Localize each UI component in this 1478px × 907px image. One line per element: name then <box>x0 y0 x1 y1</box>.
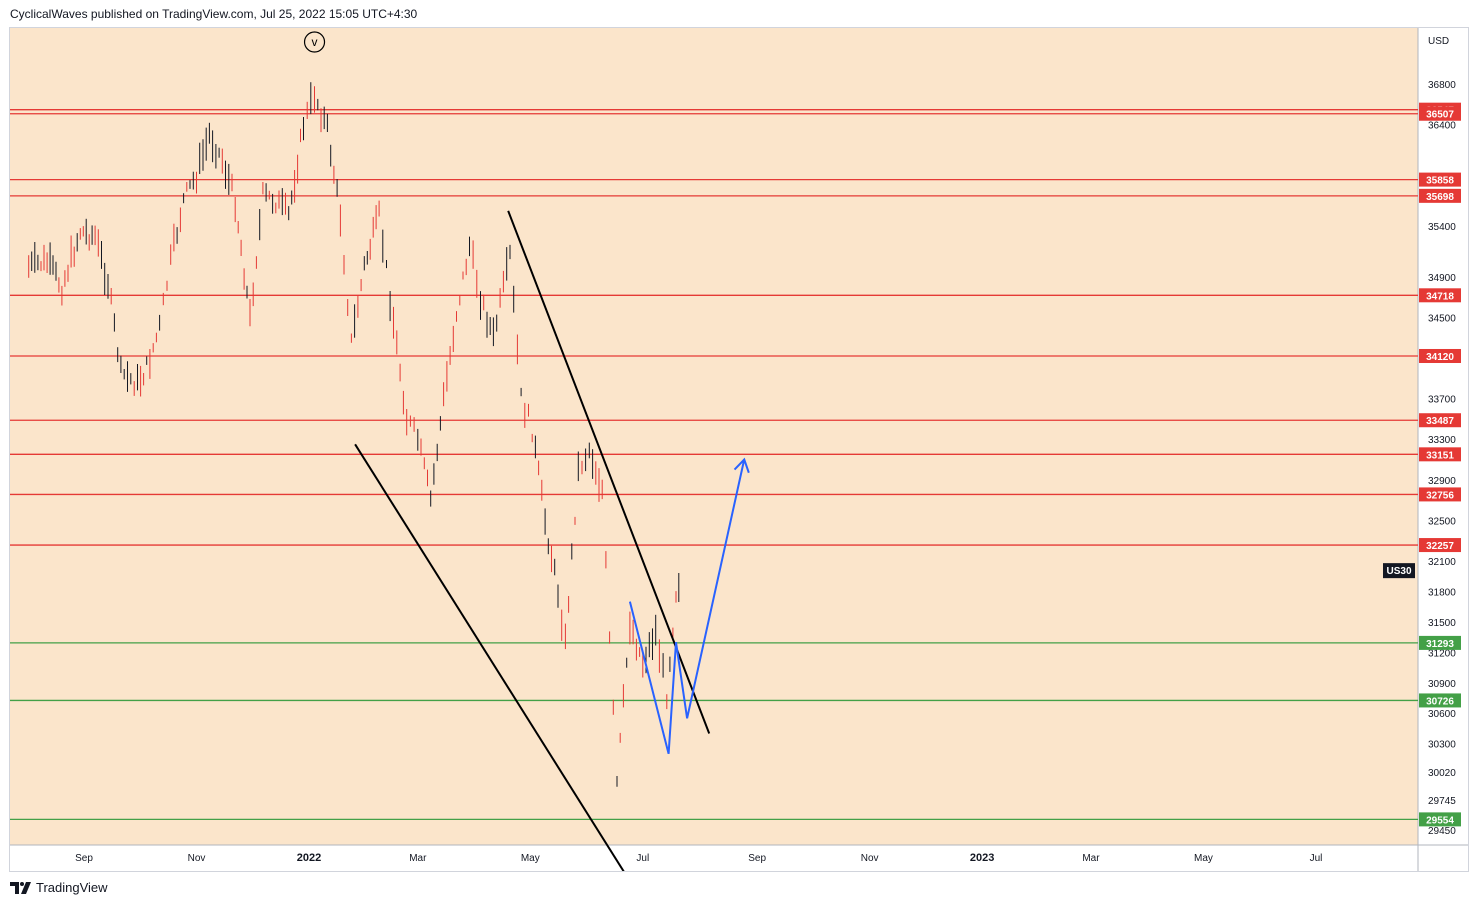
y-tick-label: 33300 <box>1428 435 1456 446</box>
y-tick-label: 32500 <box>1428 516 1456 527</box>
y-tick-label: 30300 <box>1428 740 1456 751</box>
level-label-box-34718 <box>1419 288 1461 303</box>
level-label-34120: 34120 <box>1426 352 1454 363</box>
currency-label: USD <box>1428 36 1449 47</box>
chart-area[interactable]: v USD 36800 36400 35400 34900 34500 33700 33300 3… <box>9 27 1469 872</box>
level-label-33487: 33487 <box>1426 416 1454 427</box>
y-tick-label: 31800 <box>1428 587 1456 598</box>
level-label-box-36507 <box>1419 106 1461 121</box>
x-tick-label: May <box>1194 853 1213 864</box>
price-chart[interactable]: v USD 36800 36400 35400 34900 34500 33700 33300 3… <box>10 28 1468 871</box>
plot-background <box>10 28 1418 845</box>
symbol-label: US30 <box>1386 566 1411 577</box>
level-label-box-34120 <box>1419 348 1461 363</box>
x-tick-label: Mar <box>409 853 427 864</box>
level-label-35698: 35698 <box>1426 192 1454 203</box>
y-tick-label: 33700 <box>1428 395 1456 406</box>
wave-label-circle <box>303 31 326 53</box>
x-tick-label: Jul <box>636 853 649 864</box>
level-label-36507: 36507 <box>1426 110 1454 121</box>
level-label-34718: 34718 <box>1426 291 1454 302</box>
x-tick-label: 2022 <box>297 852 321 864</box>
tradingview-brand: TradingView <box>36 880 108 895</box>
level-label-box-33151 <box>1419 447 1461 462</box>
level-label-box-35698 <box>1419 188 1461 203</box>
x-tick-label: Jul <box>1310 853 1323 864</box>
y-tick-label: 34500 <box>1428 313 1456 324</box>
level-label-32756: 32756 <box>1426 490 1454 501</box>
projection-path <box>628 459 746 755</box>
level-label-box-31293 <box>1419 635 1461 650</box>
publish-info: CyclicalWaves published on TradingView.c… <box>10 7 417 21</box>
x-tick-label: 2023 <box>970 852 994 864</box>
wave-label: v <box>312 35 318 49</box>
level-label-box-30726 <box>1419 693 1461 708</box>
x-tick-label: Nov <box>188 853 206 864</box>
projection-arrowhead <box>733 457 750 474</box>
level-label-33151: 33151 <box>1426 450 1454 461</box>
tradingview-footer: TradingView <box>10 880 108 895</box>
level-label-32257: 32257 <box>1426 541 1454 552</box>
y-tick-label: 31200 <box>1428 648 1456 659</box>
y-tick-label: 35400 <box>1428 222 1456 233</box>
y-tick-label: 36400 <box>1428 121 1456 132</box>
x-tick-label: May <box>521 853 540 864</box>
x-tick-label: Nov <box>861 853 879 864</box>
x-tick-label: Sep <box>75 853 93 864</box>
y-tick-label: 29450 <box>1428 826 1456 837</box>
y-tick-label: 32100 <box>1428 557 1456 568</box>
symbol-label-box <box>1383 563 1415 579</box>
level-label-29554: 29554 <box>1426 815 1454 826</box>
level-label-box-32756 <box>1419 487 1461 502</box>
x-tick-label: Mar <box>1082 853 1100 864</box>
level-label-box-33487 <box>1419 413 1461 428</box>
trendline-1 <box>354 443 625 871</box>
y-tick-label: 29745 <box>1428 796 1456 807</box>
x-tick-label: Sep <box>748 853 766 864</box>
tradingview-logo-icon <box>10 881 32 894</box>
y-tick-label: 31500 <box>1428 618 1456 629</box>
y-tick-label: 34900 <box>1428 273 1456 284</box>
y-tick-label: 30600 <box>1428 709 1456 720</box>
level-label-box-29554 <box>1419 812 1461 827</box>
publish-info-text: CyclicalWaves published on TradingView.c… <box>10 7 418 21</box>
level-label-30726: 30726 <box>1426 696 1454 707</box>
y-tick-label: 32900 <box>1428 476 1456 487</box>
level-label-31293: 31293 <box>1426 639 1454 650</box>
level-label-35858: 35858 <box>1426 176 1454 187</box>
level-label-box-32257 <box>1419 538 1461 553</box>
level-label-box-35858 <box>1419 172 1461 187</box>
y-tick-label: 30900 <box>1428 679 1456 690</box>
y-tick-label: 30020 <box>1428 768 1456 779</box>
y-tick-label: 36800 <box>1428 80 1456 91</box>
